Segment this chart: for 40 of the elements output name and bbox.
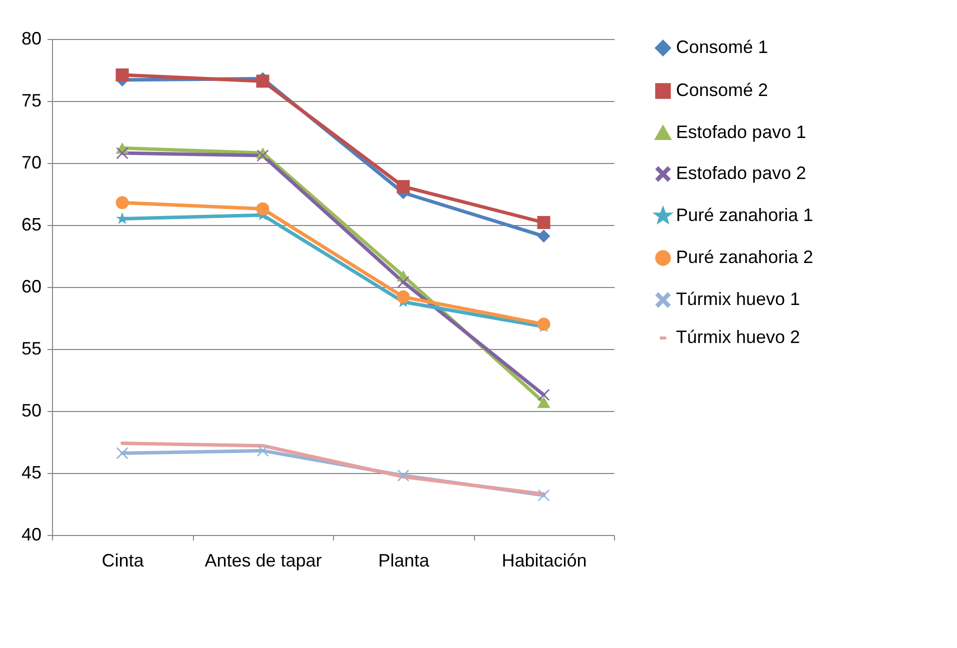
legend-label: Consomé 1: [676, 37, 768, 57]
point: [538, 489, 550, 502]
y-tick-label: 65: [21, 214, 42, 234]
point: [256, 444, 269, 457]
legend-label: Túrmix huevo 1: [676, 289, 800, 309]
legend-label: Estofado pavo 1: [676, 122, 806, 142]
y-tick-label: 75: [21, 90, 42, 110]
legend-label: Túrmix huevo 2: [676, 327, 800, 347]
y-tick-label: 60: [21, 276, 42, 296]
point: [116, 212, 128, 224]
point: [256, 74, 270, 88]
legend-label: Estofado pavo 2: [676, 163, 806, 183]
legend-label: Consomé 2: [676, 80, 768, 100]
point: [396, 290, 410, 304]
point: [396, 180, 410, 194]
y-tick-label: 50: [21, 400, 42, 420]
y-tick-label: 55: [21, 338, 42, 358]
x-tick-label: Cinta: [102, 550, 145, 570]
y-tick-label: 40: [21, 524, 42, 544]
x-tick-label: Habitación: [502, 550, 587, 570]
legend-label: Puré zanahoria 1: [676, 205, 814, 225]
y-tick-label: 70: [21, 152, 42, 172]
x-tick-label: Planta: [378, 550, 430, 570]
point: [537, 230, 550, 243]
point: [397, 276, 410, 288]
point: [116, 147, 128, 159]
y-tick-label: 45: [21, 462, 42, 482]
point: [116, 68, 129, 82]
legend-label: Puré zanahoria 2: [676, 247, 814, 267]
point: [116, 196, 129, 210]
point: [537, 318, 550, 331]
point: [537, 216, 550, 230]
point: [256, 202, 270, 216]
point: [538, 389, 550, 401]
point: [537, 396, 550, 408]
point: [256, 150, 269, 162]
point: [397, 470, 410, 482]
point: [116, 447, 128, 460]
x-tick-label: Antes de tapar: [204, 550, 322, 570]
y-tick-label: 80: [21, 28, 42, 48]
